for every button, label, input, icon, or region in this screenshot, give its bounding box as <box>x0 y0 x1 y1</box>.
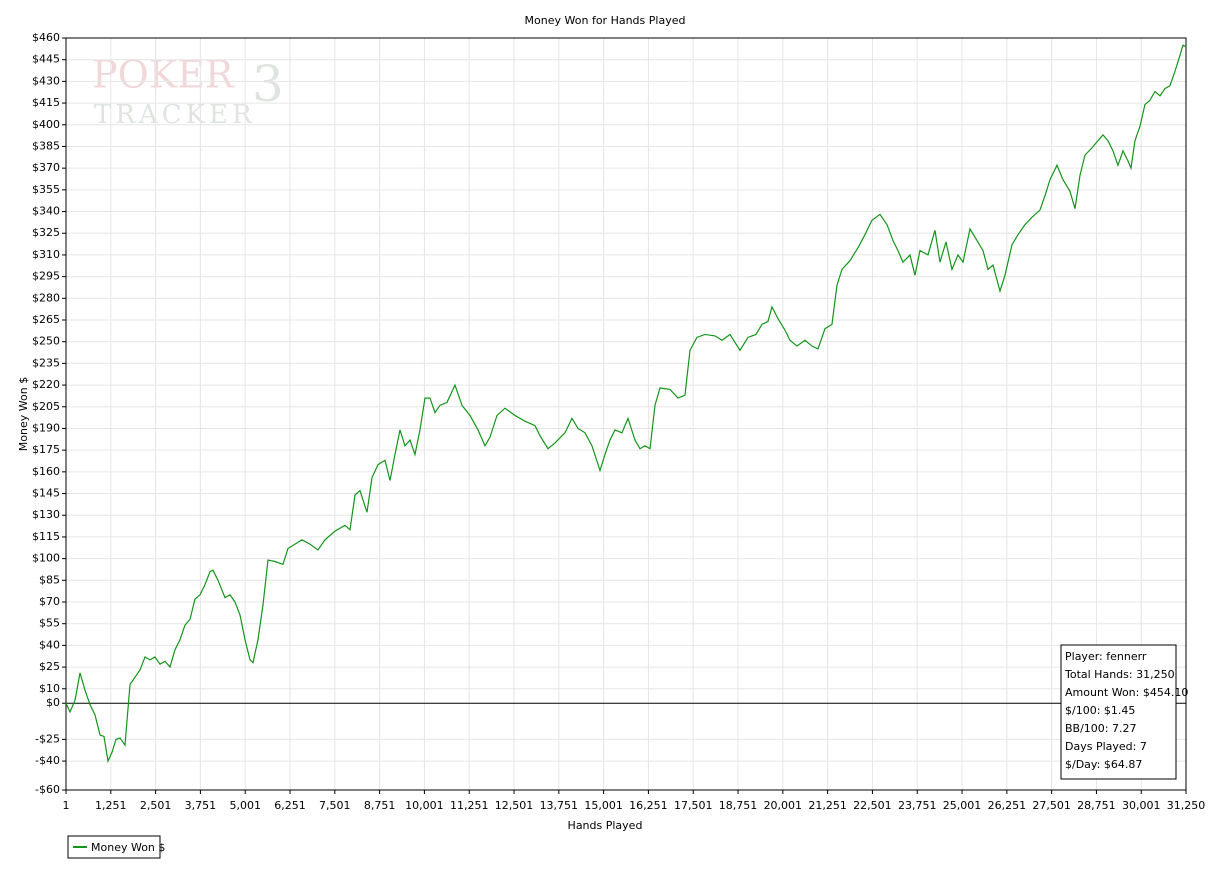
x-tick-label: 25,001 <box>943 799 982 812</box>
info-box-frame <box>1060 644 1177 780</box>
y-tick-label: $280 <box>32 291 60 304</box>
x-tick-label: 21,251 <box>808 799 847 812</box>
y-tick-label: $130 <box>32 508 60 521</box>
y-tick-label: $10 <box>39 682 60 695</box>
x-tick-label: 11,251 <box>450 799 489 812</box>
watermark-text: POKER <box>92 53 235 97</box>
x-tick-label: 31,250 <box>1167 799 1206 812</box>
x-tick-label: 28,751 <box>1077 799 1116 812</box>
y-tick-label: $205 <box>32 400 60 413</box>
x-tick-label: 15,001 <box>584 799 623 812</box>
plot-frame <box>65 37 1187 791</box>
x-tick-label: 30,001 <box>1122 799 1161 812</box>
x-tick-label: 2,501 <box>140 799 172 812</box>
info-box-line: $/Day: $64.87 <box>1065 758 1142 771</box>
info-box-line: Amount Won: $454.10 <box>1065 686 1188 699</box>
x-tick-label: 20,001 <box>764 799 803 812</box>
x-tick-label: 7,501 <box>319 799 351 812</box>
x-tick-label: 1 <box>63 799 70 812</box>
x-tick-label: 1,251 <box>95 799 127 812</box>
info-box-line: BB/100: 7.27 <box>1065 722 1137 735</box>
x-tick-label: 23,751 <box>898 799 937 812</box>
y-tick-label: $400 <box>32 118 60 131</box>
x-axis-label: Hands Played <box>568 819 643 832</box>
y-tick-label: $220 <box>32 378 60 391</box>
y-tick-label: $355 <box>32 183 60 196</box>
y-tick-label: -$40 <box>35 754 60 767</box>
x-tick-label: 12,501 <box>495 799 534 812</box>
info-box-line: $/100: $1.45 <box>1065 704 1135 717</box>
info-box-line: Total Hands: 31,250 <box>1064 668 1175 681</box>
y-tick-label: $235 <box>32 356 60 369</box>
x-tick-label: 18,751 <box>719 799 758 812</box>
y-tick-label: -$60 <box>35 783 60 796</box>
x-tick-label: 17,501 <box>674 799 713 812</box>
x-tick-label: 26,251 <box>988 799 1027 812</box>
watermark-text: 3 <box>252 55 284 113</box>
x-tick-label: 13,751 <box>540 799 579 812</box>
y-tick-label: $250 <box>32 335 60 348</box>
y-tick-label: $100 <box>32 552 60 565</box>
x-tick-label: 3,751 <box>185 799 217 812</box>
watermark-text: TRACKER <box>94 100 256 130</box>
legend-label: Money Won $ <box>91 841 165 854</box>
x-tick-label: 10,001 <box>405 799 444 812</box>
y-tick-label: $0 <box>46 696 60 709</box>
data-line <box>65 44 1187 764</box>
legend: Money Won $ <box>67 835 165 859</box>
y-tick-label: $325 <box>32 226 60 239</box>
y-tick-label: $40 <box>39 638 60 651</box>
legend-box <box>67 835 161 859</box>
x-tick-label: 6,251 <box>274 799 306 812</box>
info-box: Player: fennerr Total Hands: 31,250 Amount… <box>1060 644 1188 780</box>
x-tick-label: 5,001 <box>229 799 261 812</box>
y-tick-label: $175 <box>32 443 60 456</box>
x-tick-label: 22,501 <box>853 799 892 812</box>
y-tick-label: $340 <box>32 205 60 218</box>
y-tick-label: $460 <box>32 31 60 44</box>
y-tick-label: $25 <box>39 660 60 673</box>
y-axis-label: Money Won $ <box>17 377 30 451</box>
y-tick-label: $445 <box>32 53 60 66</box>
y-tick-label: $385 <box>32 139 60 152</box>
x-tick-label: 8,751 <box>364 799 396 812</box>
y-tick-label: $415 <box>32 96 60 109</box>
y-tick-label: $295 <box>32 270 60 283</box>
y-tick-label: $85 <box>39 573 60 586</box>
y-tick-label: $55 <box>39 617 60 630</box>
info-box-line: Days Played: 7 <box>1065 740 1147 753</box>
y-tick-label: $265 <box>32 313 60 326</box>
watermark: POKER 3 TRACKER <box>92 53 284 131</box>
y-tick-label: $70 <box>39 595 60 608</box>
info-box-line: Player: fennerr <box>1065 650 1147 663</box>
y-tick-label: $430 <box>32 74 60 87</box>
chart-title: Money Won for Hands Played <box>525 14 686 27</box>
x-tick-label: 27,501 <box>1032 799 1071 812</box>
y-tick-label: $145 <box>32 487 60 500</box>
y-tick-label: $190 <box>32 421 60 434</box>
y-tick-label: $160 <box>32 465 60 478</box>
y-tick-label: $370 <box>32 161 60 174</box>
y-tick-label: -$25 <box>35 732 60 745</box>
x-tick-label: 16,251 <box>629 799 668 812</box>
y-tick-label: $310 <box>32 248 60 261</box>
y-tick-label: $115 <box>32 530 60 543</box>
